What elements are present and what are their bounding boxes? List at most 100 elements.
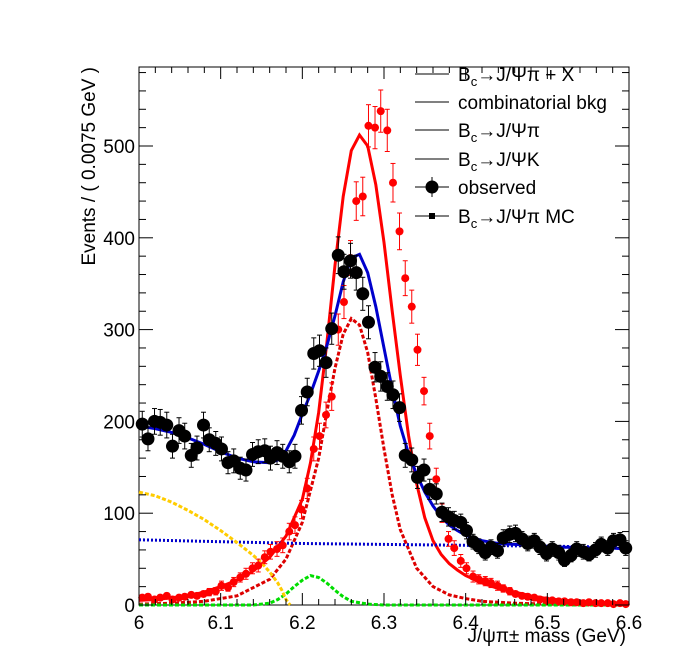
mc-point [456, 556, 465, 565]
observed-point [361, 315, 375, 329]
mc-point [156, 593, 165, 602]
mc-point [266, 547, 275, 556]
observed-point [178, 429, 192, 443]
observed-point [312, 344, 326, 358]
mc-point [401, 274, 410, 283]
y-tick-label: 500 [103, 137, 135, 158]
observed-point [300, 385, 314, 399]
axes: 6 6.1 6.2 6.3 6.4 6.5 6.6 0 100 200 300 400 500 [103, 67, 642, 634]
mc-point [511, 589, 520, 598]
x-tick-label: 6.4 [452, 613, 479, 634]
observed-point [331, 248, 345, 262]
mc-point [376, 107, 385, 116]
mc-point [591, 599, 600, 608]
mc-point [560, 597, 569, 606]
observed-point [393, 401, 407, 415]
observed-point [429, 487, 443, 501]
observed-point [405, 453, 419, 467]
mc-point [254, 561, 263, 570]
y-tick-label: 0 [124, 596, 135, 617]
mc-point [425, 432, 434, 441]
observed-point [319, 356, 333, 370]
observed-point [295, 403, 309, 417]
fit-curve-mc-fit [138, 132, 629, 605]
legend-label: Bc→J/Ψπ MC [458, 207, 575, 231]
mc-point [474, 575, 483, 584]
fit-curve-partial-reco [138, 490, 292, 606]
fit-curve-total-fit [138, 252, 630, 551]
mc-point [180, 592, 189, 601]
mc-point [229, 578, 238, 587]
mc-point [388, 178, 397, 187]
mc-point [462, 564, 471, 573]
observed-point [374, 369, 388, 383]
observed-point [386, 388, 400, 402]
observed-point [417, 463, 431, 477]
mc-point [432, 475, 441, 484]
x-tick-label: 6.1 [207, 613, 233, 634]
legend-label: observed [458, 178, 536, 199]
mc-points-layer [138, 89, 630, 609]
observed-point [190, 441, 204, 455]
observed-point [165, 439, 179, 453]
mc-point [523, 592, 532, 601]
y-tick-label: 100 [103, 504, 135, 525]
fit-curve-bc-to-jpsi-k [139, 574, 629, 607]
mc-point [567, 598, 576, 607]
observed-point [337, 265, 351, 279]
mc-point [371, 123, 380, 132]
observed-point [214, 442, 228, 456]
mc-point [290, 521, 299, 530]
observed-point [141, 432, 155, 446]
mc-point [211, 587, 220, 596]
y-tick-label: 400 [103, 229, 135, 250]
mc-point [352, 197, 361, 206]
x-tick-label: 6.6 [616, 613, 642, 634]
observed-points-layer [135, 236, 633, 567]
legend-label: Bc→J/ΨK [458, 150, 540, 174]
legend-circle-marker [425, 180, 439, 194]
mc-point [535, 595, 544, 604]
observed-point [491, 544, 505, 558]
mc-point [548, 596, 557, 605]
mc-point [241, 569, 250, 578]
fit-curves [138, 132, 630, 607]
y-axis-label: Events / ( 0.0075 GeV ) [79, 67, 100, 266]
observed-point [197, 418, 211, 432]
legend: Bc→J/Ψπ + X combinatorial bkg Bc→J/Ψπ Bc→J/… [415, 65, 607, 231]
mc-point [192, 591, 201, 600]
mc-point [542, 596, 551, 605]
mc-point [572, 598, 581, 607]
mc-point [395, 227, 404, 236]
observed-point [356, 287, 370, 301]
observed-point [349, 266, 363, 280]
observed-point [344, 254, 358, 268]
mc-point [278, 541, 287, 550]
mc-point [217, 581, 226, 590]
mc-point [315, 432, 324, 441]
legend-label: Bc→J/Ψπ + X [458, 65, 575, 89]
mc-point [358, 192, 367, 201]
mc-point [322, 410, 331, 419]
mc-point [554, 597, 563, 606]
observed-point [239, 463, 253, 477]
mc-point [609, 600, 618, 609]
mc-point [260, 553, 269, 562]
observed-point [160, 418, 174, 432]
x-tick-label: 6.5 [534, 613, 560, 634]
mc-point [420, 387, 429, 396]
x-tick-label: 6.3 [371, 613, 397, 634]
y-tick-label: 200 [103, 412, 135, 433]
mc-point [309, 444, 318, 453]
mc-point [205, 588, 214, 597]
mc-point [584, 598, 593, 607]
legend-label: combinatorial bkg [458, 93, 607, 114]
mc-point [450, 544, 459, 553]
mc-point [413, 345, 422, 354]
mc-point [597, 599, 606, 608]
mc-point [162, 591, 171, 600]
mc-point [297, 505, 306, 514]
observed-point [619, 541, 633, 555]
mc-point [444, 534, 453, 543]
mc-point [273, 545, 282, 554]
